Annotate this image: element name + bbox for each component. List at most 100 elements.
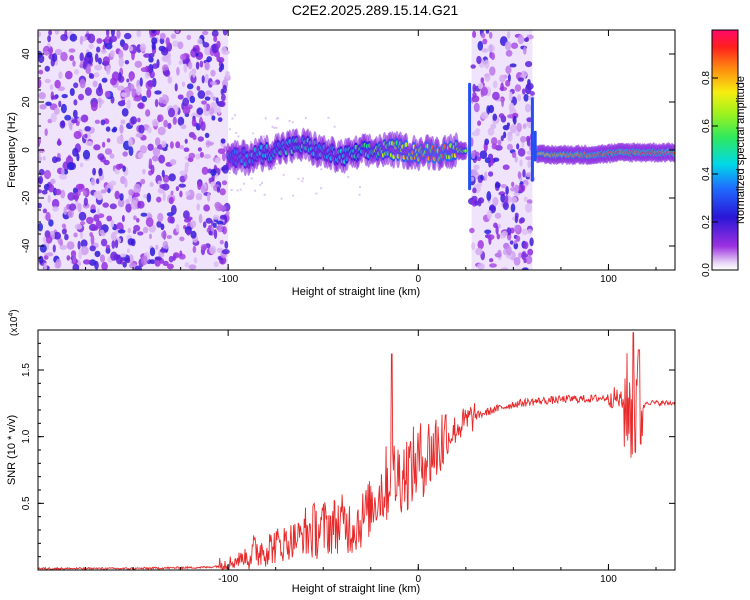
noise-speckle [484, 229, 492, 235]
noise-speckle [210, 92, 214, 99]
noise-speckle [102, 56, 110, 66]
noise-speckle [505, 49, 513, 57]
faint-speckle [320, 168, 323, 171]
noise-speckle [525, 203, 532, 213]
noise-speckle [100, 189, 107, 194]
noise-speckle [193, 257, 198, 264]
noise-speckle [161, 231, 167, 239]
noise-speckle [509, 240, 514, 245]
noise-speckle [220, 138, 226, 144]
noise-speckle [49, 84, 54, 91]
noise-speckle [151, 30, 156, 34]
noise-speckle [161, 47, 169, 56]
noise-speckle [149, 259, 156, 265]
faint-speckle [327, 116, 330, 119]
noise-speckle [514, 216, 519, 224]
noise-speckle [82, 259, 91, 265]
noise-speckle [69, 33, 78, 42]
x-tick-label: 100 [600, 574, 617, 585]
noise-speckle [159, 248, 168, 253]
noise-speckle [525, 37, 529, 42]
faint-speckle [242, 182, 245, 185]
noise-speckle [475, 247, 483, 256]
noise-speckle [177, 94, 184, 100]
faint-speckle [235, 132, 238, 134]
noise-speckle [163, 119, 169, 128]
faint-speckle [358, 193, 361, 196]
noise-speckle [74, 69, 80, 75]
noise-speckle [152, 63, 159, 69]
noise-speckle [90, 209, 96, 214]
noise-speckle [502, 164, 510, 170]
noise-speckle [78, 93, 84, 101]
noise-speckle [128, 189, 135, 196]
noise-speckle [166, 235, 172, 239]
noise-speckle [60, 103, 67, 114]
noise-speckle [492, 113, 498, 121]
noise-speckle [212, 214, 220, 220]
noise-speckle [190, 230, 197, 239]
noise-speckle [125, 203, 132, 213]
noise-speckle [510, 196, 518, 204]
noise-speckle [516, 143, 520, 150]
noise-speckle [510, 42, 519, 49]
noise-speckle [522, 169, 526, 178]
noise-speckle [94, 250, 101, 258]
noise-speckle [137, 102, 144, 109]
noise-speckle [129, 46, 134, 52]
noise-speckle [521, 267, 529, 270]
snr-axes: -100 0 100 0.5 1.0 1.5 [21, 330, 675, 585]
noise-speckle [67, 192, 75, 201]
noise-speckle [93, 144, 101, 151]
noise-speckle [58, 100, 62, 108]
noise-speckle [523, 46, 527, 55]
noise-speckle [126, 99, 131, 110]
faint-speckle [275, 126, 278, 129]
noise-speckle [189, 95, 196, 104]
noise-speckle [488, 31, 493, 39]
noise-speckle [39, 104, 47, 110]
noise-speckle [147, 126, 152, 134]
noise-speckle [111, 240, 116, 249]
noise-speckle [92, 80, 98, 88]
noise-speckle [200, 244, 208, 251]
noise-speckle [504, 41, 512, 51]
noise-speckle [198, 213, 203, 224]
noise-speckle [516, 122, 522, 133]
faint-speckle [280, 197, 283, 200]
noise-speckle [210, 168, 217, 177]
noise-speckle [210, 81, 217, 86]
noise-speckle [477, 263, 485, 270]
noise-speckle [121, 215, 125, 222]
noise-speckle [86, 51, 93, 58]
noise-speckle [196, 107, 204, 115]
noise-speckle [168, 173, 176, 182]
noise-speckle [133, 97, 142, 102]
noise-speckle [522, 88, 526, 95]
noise-speckle [72, 147, 79, 157]
noise-speckle [191, 112, 197, 119]
noise-speckle [188, 264, 197, 270]
faint-speckle [263, 193, 266, 196]
noise-speckle [212, 222, 217, 228]
noise-speckle [151, 37, 158, 45]
noise-speckle [115, 254, 123, 265]
noise-speckle [200, 121, 206, 131]
noise-speckle [136, 218, 140, 223]
noise-speckle [110, 50, 115, 58]
faint-speckle [259, 184, 262, 186]
noise-speckle [523, 93, 529, 102]
noise-speckle [120, 119, 126, 125]
noise-speckle [484, 157, 491, 164]
edge-streak [530, 97, 534, 182]
noise-speckle [501, 97, 505, 108]
noise-speckle [200, 184, 206, 194]
noise-speckle [141, 95, 148, 103]
faint-speckle [273, 166, 276, 169]
faint-speckle [277, 117, 280, 120]
x-tick-label: -100 [218, 274, 238, 285]
spectrogram-x-axis-label: Height of straight line (km) [292, 286, 420, 298]
ridge-core [464, 149, 467, 153]
noise-speckle [178, 60, 183, 65]
